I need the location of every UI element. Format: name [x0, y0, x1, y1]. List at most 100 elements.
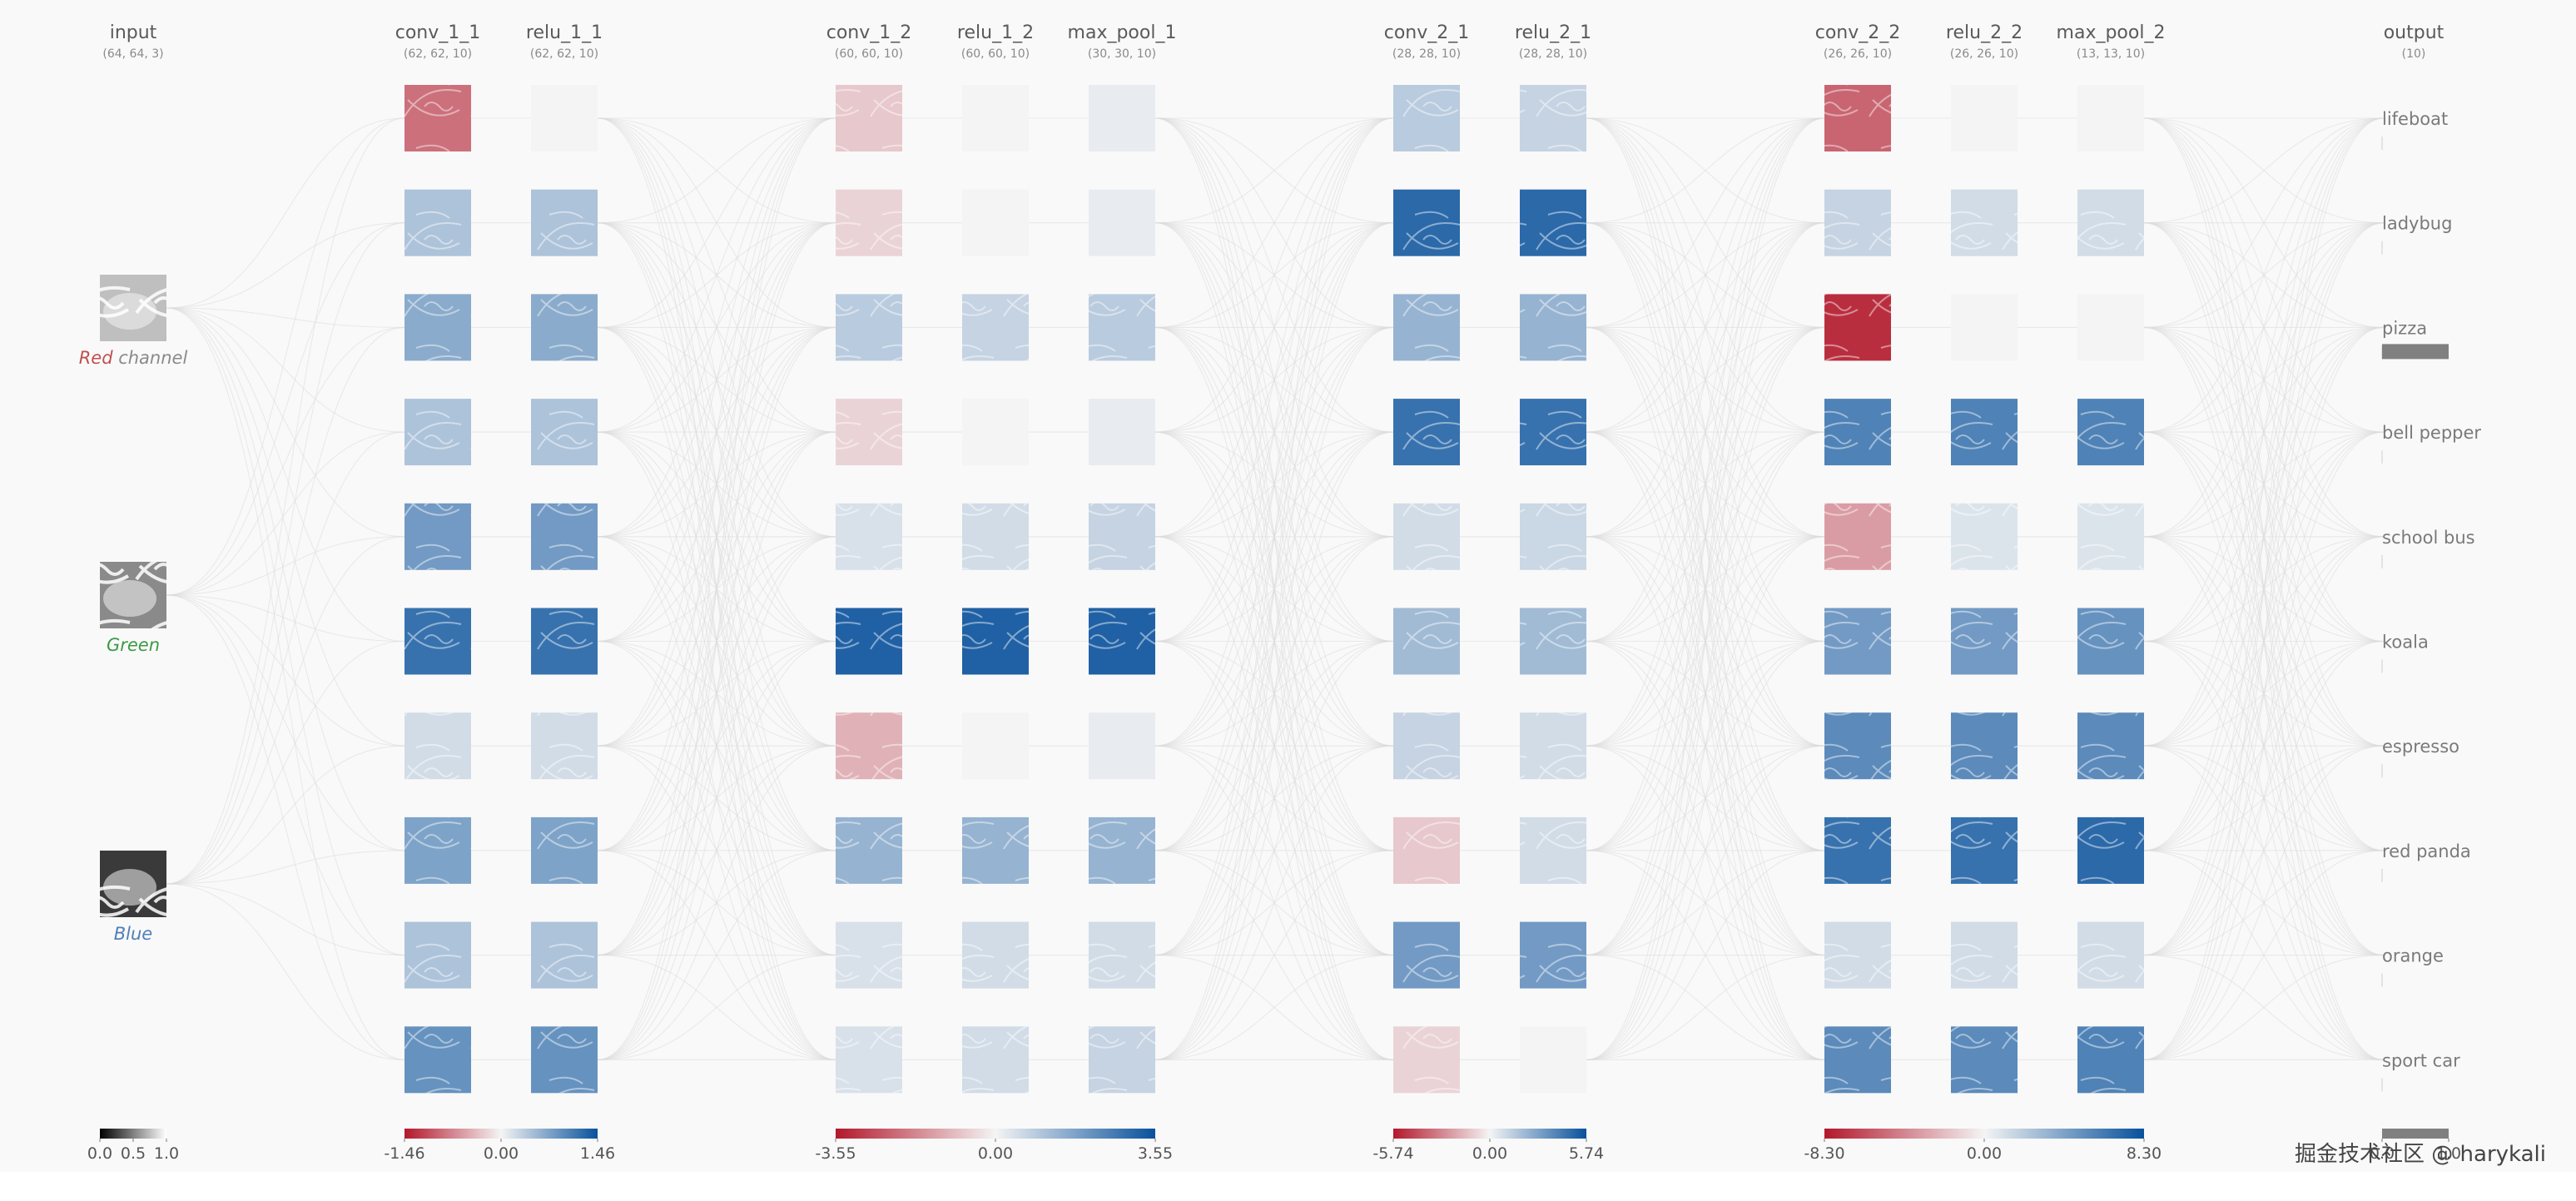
- layer-dims-conv_2_1: (28, 28, 10): [1392, 47, 1461, 61]
- colorbar-tick-label: -3.55: [815, 1144, 856, 1163]
- node-relu_1_1-10-texture: [531, 1026, 598, 1094]
- edge-input-conv_1_1: [166, 883, 405, 956]
- node-conv_1_2-9-texture: [836, 921, 902, 989]
- edge-input-conv_1_1: [166, 117, 405, 885]
- output-label-sport-car[interactable]: sport car: [2382, 1050, 2460, 1070]
- layer-title-conv_1_1: conv_1_1: [395, 22, 481, 43]
- colorbar-tick-label: 0.00: [1967, 1144, 2002, 1163]
- edge-input-conv_1_1: [166, 326, 405, 885]
- node-conv_2_2-9-texture: [1824, 921, 1891, 989]
- colorbar-block2b: [1824, 1129, 2144, 1139]
- node-relu_1_1-1[interactable]: [531, 85, 598, 151]
- node-conv_2_2-1-texture: [1824, 85, 1891, 151]
- node-conv_1_1-9-texture: [405, 921, 471, 989]
- edge-input-conv_1_1: [166, 594, 405, 956]
- edge-relu_1_1-conv_1_2: [597, 117, 836, 224]
- watermark: 掘金技术社区 @ harykali: [2295, 1142, 2546, 1167]
- node-conv_2_2-5-texture: [1824, 503, 1891, 570]
- layer-title-conv_1_2: conv_1_2: [826, 22, 912, 43]
- node-relu_1_2-2[interactable]: [962, 189, 1029, 256]
- connection-edges: [166, 117, 2385, 1060]
- edge-max_pool_2-output: [2143, 745, 2385, 1060]
- edge-max_pool_2-output: [2143, 117, 2385, 224]
- output-probability-bar: [2382, 344, 2449, 360]
- node-conv_2_1-6-texture: [1393, 608, 1460, 675]
- edge-relu_2_1-conv_2_2: [1586, 536, 1825, 1060]
- node-max_pool_2-1[interactable]: [2077, 85, 2144, 151]
- input-texture: [100, 562, 166, 628]
- output-label-school-bus[interactable]: school bus: [2382, 528, 2475, 548]
- node-max_pool_1-1[interactable]: [1089, 85, 1155, 151]
- node-relu_2_2-1[interactable]: [1951, 85, 2018, 151]
- node-conv_2_1-10-texture: [1393, 1026, 1460, 1094]
- node-conv_1_1-6-texture: [405, 608, 471, 675]
- node-conv_2_2-10-texture: [1824, 1026, 1891, 1094]
- colorbar-tick-label: 0.0: [2370, 1144, 2395, 1163]
- output-label-bell-pepper[interactable]: bell pepper: [2382, 423, 2481, 443]
- node-conv_1_2-8-texture: [836, 816, 902, 884]
- layer-title-conv_2_1: conv_2_1: [1384, 22, 1470, 43]
- colorbar-tick-label: 8.30: [2127, 1144, 2162, 1163]
- colorbar-tick-label: -8.30: [1804, 1144, 1844, 1163]
- output-label-ladybug[interactable]: ladybug: [2382, 214, 2452, 234]
- edge-max_pool_1-conv_2_1: [1154, 850, 1394, 1060]
- node-max_pool_1-10-texture: [1089, 1026, 1155, 1094]
- edge-relu_2_1-conv_2_2: [1586, 955, 1825, 1060]
- colorbar-tick-label: 0.0: [87, 1144, 112, 1163]
- node-conv_1_1-5-texture: [405, 503, 471, 570]
- node-conv_1_1-8-texture: [405, 816, 471, 884]
- node-conv_1_1-2-texture: [405, 189, 471, 256]
- node-relu_2_2-3[interactable]: [1951, 294, 2018, 361]
- edge-max_pool_1-conv_2_1: [1154, 117, 1394, 1060]
- output-label-red-panda[interactable]: red panda: [2382, 841, 2471, 861]
- node-conv_2_1-3-texture: [1393, 294, 1460, 361]
- node-conv_2_1-8-texture: [1393, 816, 1460, 884]
- node-conv_1_2-4-texture: [836, 399, 902, 466]
- node-max_pool_1-4[interactable]: [1089, 399, 1155, 466]
- edge-input-conv_1_1: [166, 883, 405, 1060]
- layer-title-relu_2_2: relu_2_2: [1946, 22, 2023, 43]
- node-conv_2_2-2-texture: [1824, 189, 1891, 256]
- node-max_pool_1-7[interactable]: [1089, 712, 1155, 780]
- colorbar-tick-label: 3.55: [1138, 1144, 1173, 1163]
- node-relu_1_2-7[interactable]: [962, 712, 1029, 780]
- edge-input-conv_1_1: [166, 594, 405, 851]
- edge-relu_1_1-conv_1_2: [597, 222, 836, 1060]
- node-max_pool_2-3[interactable]: [2077, 294, 2144, 361]
- edge-max_pool_2-output: [2143, 117, 2385, 956]
- node-relu_1_2-1[interactable]: [962, 85, 1029, 151]
- edge-max_pool_2-output: [2143, 850, 2385, 1060]
- node-conv_2_1-2-texture: [1393, 189, 1460, 256]
- output-label-espresso[interactable]: espresso: [2382, 737, 2459, 757]
- layer-dims-input: (64, 64, 3): [102, 47, 163, 61]
- node-max_pool_2-6-texture: [2077, 608, 2144, 675]
- node-relu_2_2-9-texture: [1951, 921, 2018, 989]
- node-conv_2_1-7-texture: [1393, 712, 1460, 780]
- node-conv_1_1-10-texture: [405, 1026, 471, 1094]
- edge-max_pool_2-output: [2143, 117, 2385, 433]
- node-conv_2_1-4-texture: [1393, 399, 1460, 466]
- node-relu_2_1-10[interactable]: [1520, 1026, 1586, 1094]
- edge-input-conv_1_1: [166, 117, 405, 596]
- node-relu_2_1-6-texture: [1520, 608, 1586, 675]
- edge-max_pool_2-output: [2143, 955, 2385, 1060]
- node-conv_2_1-5-texture: [1393, 503, 1460, 570]
- output-label-koala[interactable]: koala: [2382, 633, 2429, 653]
- edge-relu_2_1-conv_2_2: [1586, 117, 1825, 433]
- edge-input-conv_1_1: [166, 307, 405, 1060]
- output-label-lifeboat[interactable]: lifeboat: [2382, 109, 2448, 129]
- colorbar-block1b: [836, 1129, 1155, 1139]
- edge-relu_1_1-conv_1_2: [597, 117, 836, 851]
- layer-title-input: input: [110, 22, 157, 43]
- colorbar-tick-label: -1.46: [384, 1144, 424, 1163]
- output-label-orange[interactable]: orange: [2382, 946, 2444, 966]
- node-relu_1_2-4[interactable]: [962, 399, 1029, 466]
- colorbar-legends: 0.0 0.5 1.0 -1.46 0.00 1.46 -3.55 0.00 3.55 -5.74…: [87, 1129, 2461, 1163]
- node-max_pool_1-2[interactable]: [1089, 189, 1155, 256]
- output-label-pizza[interactable]: pizza: [2382, 318, 2427, 338]
- edge-relu_1_1-conv_1_2: [597, 117, 836, 433]
- colorbar-tick-label: 1.0: [154, 1144, 179, 1163]
- node-conv_1_1-3-texture: [405, 294, 471, 361]
- edge-max_pool_1-conv_2_1: [1154, 117, 1394, 643]
- node-conv_2_2-6-texture: [1824, 608, 1891, 675]
